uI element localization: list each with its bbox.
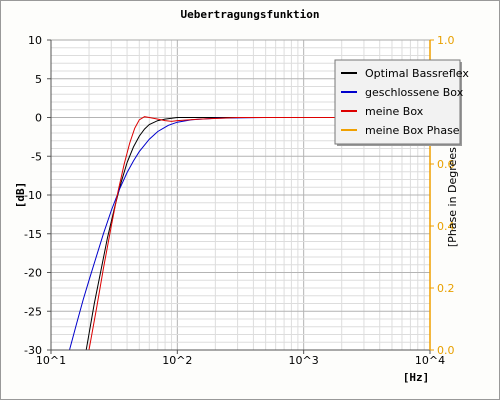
x-tick-label: 10^1 [36,354,66,367]
series-line-2 [88,116,430,350]
y2-axis-label: [Phase in Degrees] [446,143,459,247]
y2-tick-label: 1.0 [437,34,455,47]
y-tick-label: -25 [24,305,42,318]
y-tick-label: -20 [24,267,42,280]
legend-label-1: geschlossene Box [365,86,464,99]
x-tick-label: 10^4 [415,354,445,367]
legend-label-2: meine Box [365,105,424,118]
legend-label-3: meine Box Phase [365,124,460,137]
y-axis-label: [dB] [14,182,27,209]
x-tick-label: 10^2 [162,354,192,367]
y-tick-label: -15 [24,228,42,241]
x-axis-label: [Hz] [403,371,430,384]
y-tick-label: -10 [24,189,42,202]
y2-tick-label: 0.6 [437,158,455,171]
ticks: 10^1 10^2 10^3 10^4 10 5 0 -5 -10 -15 -20 -25 -30 1.0… [24,34,454,367]
y-tick-label: -30 [24,344,42,357]
series-group [69,116,430,350]
legend: Optimal Bassreflex geschlossene Box meine … [334,59,469,146]
y2-tick-label: 0.4 [437,220,455,233]
y-tick-label: 0 [35,112,42,125]
y2-tick-label: 0.0 [437,344,455,357]
y2-tick-label: 0.2 [437,282,455,295]
chart-title: Uebertragungsfunktion [180,8,319,21]
y-tick-label: 5 [35,73,42,86]
x-tick-label: 10^3 [289,354,319,367]
y-tick-label: 10 [28,34,42,47]
y-tick-label: -5 [31,150,42,163]
legend-label-0: Optimal Bassreflex [365,67,469,80]
